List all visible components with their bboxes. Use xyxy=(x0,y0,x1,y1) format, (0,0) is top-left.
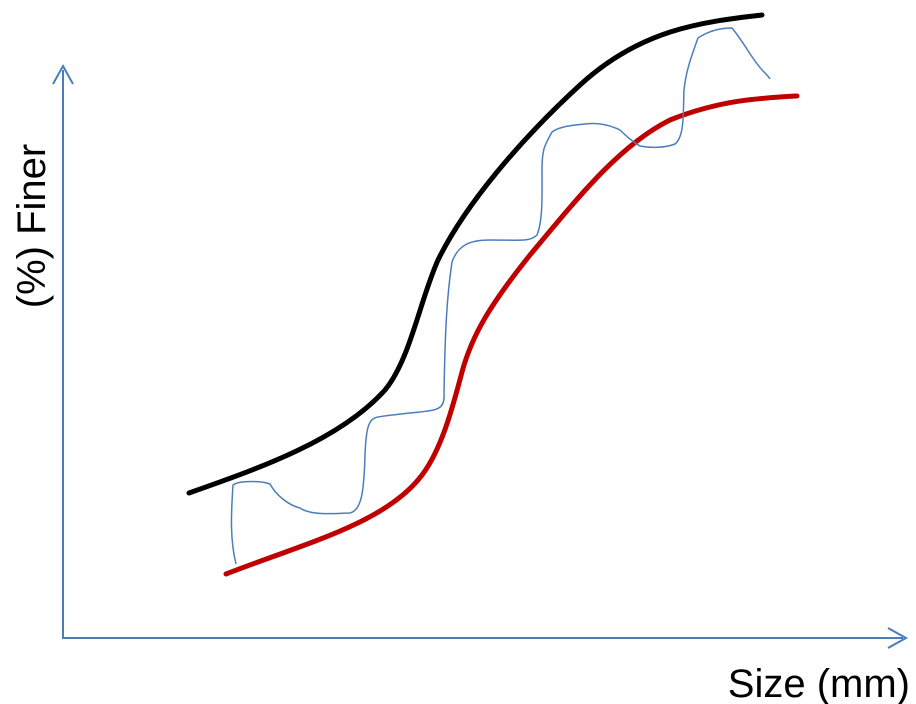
upper-envelope-curve xyxy=(186,12,765,496)
y-axis-label: (%) Finer xyxy=(10,144,54,308)
lower-envelope-curve xyxy=(223,93,800,577)
x-axis xyxy=(63,627,909,649)
y-axis xyxy=(52,63,74,639)
y-axis-arrowhead xyxy=(52,63,74,85)
x-axis-label: Size (mm) xyxy=(728,662,910,704)
x-axis-arrowhead xyxy=(887,627,909,649)
sample-gradation-curve xyxy=(230,27,771,565)
